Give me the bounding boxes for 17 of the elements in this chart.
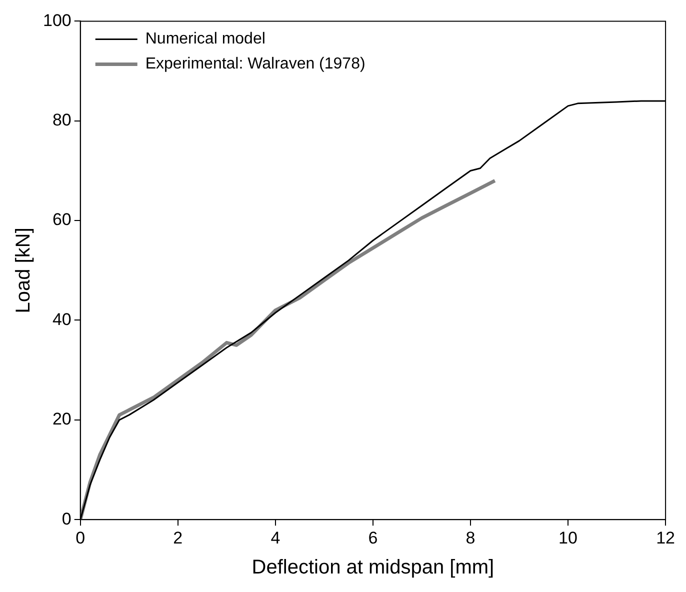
y-tick-label: 80 bbox=[52, 110, 72, 130]
y-tick-label: 40 bbox=[52, 310, 72, 329]
x-tick-label: 0 bbox=[76, 528, 86, 548]
y-axis-title: Load [kN] bbox=[12, 228, 35, 314]
y-tick-label: 100 bbox=[42, 10, 72, 30]
legend-label: Experimental: Walraven (1978) bbox=[145, 56, 366, 73]
y-tick-label: 0 bbox=[62, 509, 72, 528]
x-tick-label: 10 bbox=[558, 528, 578, 548]
x-tick-label: 4 bbox=[270, 528, 280, 548]
x-tick-label: 12 bbox=[656, 528, 676, 548]
x-axis-title: Deflection at midspan [mm] bbox=[252, 556, 494, 579]
y-tick-label: 60 bbox=[52, 210, 72, 230]
x-tick-label: 6 bbox=[368, 528, 378, 548]
x-tick-label: 2 bbox=[173, 528, 183, 548]
x-tick-label: 8 bbox=[466, 528, 476, 548]
y-tick-label: 20 bbox=[52, 410, 72, 429]
legend-label: Numerical model bbox=[145, 30, 266, 48]
